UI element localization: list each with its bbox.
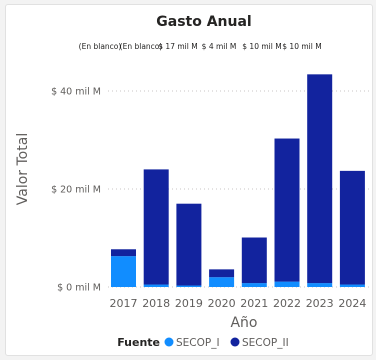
bar-secop-ii-2019[interactable]: [176, 203, 202, 286]
bar-secop-ii-2021[interactable]: [241, 237, 267, 284]
bar-secop-ii-2017[interactable]: [111, 249, 136, 257]
chart-svg: Gasto Anual Valor Total Año $ 0 mil M $ 2…: [15, 14, 372, 349]
legend-marker-secop-i[interactable]: [164, 337, 174, 347]
x-tick-label: 2018: [142, 297, 170, 310]
x-tick-label: 2019: [175, 297, 203, 310]
top-total-label: (En blanco): [120, 42, 163, 51]
x-tick-label: 2022: [273, 297, 301, 310]
bar-secop-ii-2024[interactable]: [339, 170, 365, 285]
legend: Fuente SECOP_I SECOP_II: [117, 336, 288, 349]
top-total-label: $ 4 mil M: [202, 42, 237, 51]
bar-secop-i-2022[interactable]: [274, 281, 300, 287]
chart-card: Gasto Anual Valor Total Año $ 0 mil M $ 2…: [5, 4, 373, 356]
bar-secop-i-2017[interactable]: [111, 256, 136, 287]
bar-secop-i-2021[interactable]: [241, 283, 267, 287]
x-tick-label: 2017: [110, 297, 138, 310]
labels-layer: (En blanco)(En blanco)$ 17 mil M $ 4 mil …: [79, 42, 322, 51]
legend-title: Fuente: [117, 336, 160, 349]
chart-title: Gasto Anual: [156, 14, 251, 30]
bar-secop-i-2024[interactable]: [339, 284, 365, 287]
x-axis-title: Año: [230, 315, 257, 331]
y-tick-label: $ 20 mil M: [51, 185, 101, 196]
x-tick-label: 2021: [240, 297, 268, 310]
x-tick-label: 2023: [306, 297, 334, 310]
bar-secop-ii-2020[interactable]: [209, 269, 235, 278]
y-axis-title: Valor Total: [15, 133, 31, 205]
bars-layer: 2017 2018 2019 2020 2021 2022 2023 2024: [110, 74, 366, 310]
y-tick-label: $ 40 mil M: [51, 87, 101, 98]
bar-secop-i-2023[interactable]: [307, 283, 333, 287]
x-tick-label: 2020: [208, 297, 236, 310]
bar-secop-i-2018[interactable]: [143, 284, 169, 287]
x-tick-label: 2024: [338, 297, 366, 310]
top-total-label: $ 10 mil M: [242, 42, 281, 51]
legend-label-secop-ii[interactable]: SECOP_II: [242, 337, 289, 349]
bar-secop-i-2019[interactable]: [176, 285, 202, 287]
y-tick-label: $ 0 mil M: [57, 283, 101, 294]
top-total-label: $ 17 mil M: [158, 42, 197, 51]
bar-secop-i-2020[interactable]: [209, 277, 235, 287]
legend-marker-secop-ii[interactable]: [230, 337, 240, 347]
legend-label-secop-i[interactable]: SECOP_I: [176, 337, 220, 349]
bar-secop-ii-2023[interactable]: [307, 74, 333, 284]
top-total-label: $ 10 mil M: [282, 42, 321, 51]
bar-secop-ii-2022[interactable]: [274, 138, 300, 282]
bar-secop-ii-2018[interactable]: [143, 169, 169, 285]
top-total-label: (En blanco): [79, 42, 122, 51]
